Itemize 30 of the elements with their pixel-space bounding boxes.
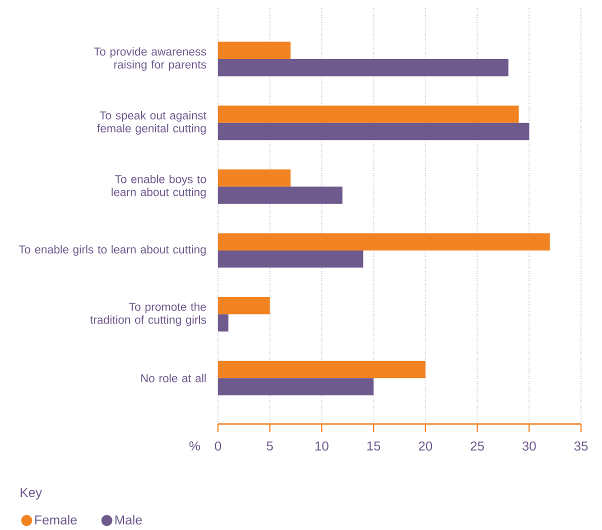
x-tick-label: 15 [367, 441, 380, 451]
bar [218, 297, 270, 314]
x-tick-label: 10 [315, 441, 328, 451]
x-tick-label: 35 [574, 441, 588, 451]
bar [218, 59, 508, 76]
y-tick-label: To speak out against female genital cutting [97, 111, 206, 135]
bar [218, 360, 426, 378]
bar [218, 169, 291, 187]
bar [218, 314, 228, 332]
y-tick-label: To enable boys to learn about cutting [112, 174, 206, 198]
y-tick-label: To promote the tradition of cutting girls [90, 302, 206, 326]
bar [218, 106, 519, 123]
x-tick-label: 0 [214, 441, 222, 451]
y-tick-label: To enable girls to learn about cutting [18, 245, 206, 256]
x-tick-label: 25 [470, 441, 484, 451]
x-tick-label: 30 [522, 441, 536, 451]
y-tick-label: To provide awareness raising for parents [94, 47, 206, 71]
legend-title: Key [20, 488, 42, 500]
legend-label: Female [35, 515, 77, 525]
x-tick-label: 5 [266, 441, 273, 451]
bar [218, 233, 550, 250]
legend-label: Male [115, 515, 142, 525]
x-axis-title: % [189, 441, 200, 450]
bar [218, 42, 291, 60]
bar [218, 186, 342, 204]
y-tick-label: No role at all [141, 374, 206, 382]
bar [218, 250, 364, 268]
x-tick-label: 20 [418, 441, 432, 451]
bar [218, 378, 374, 396]
bar [218, 122, 530, 140]
